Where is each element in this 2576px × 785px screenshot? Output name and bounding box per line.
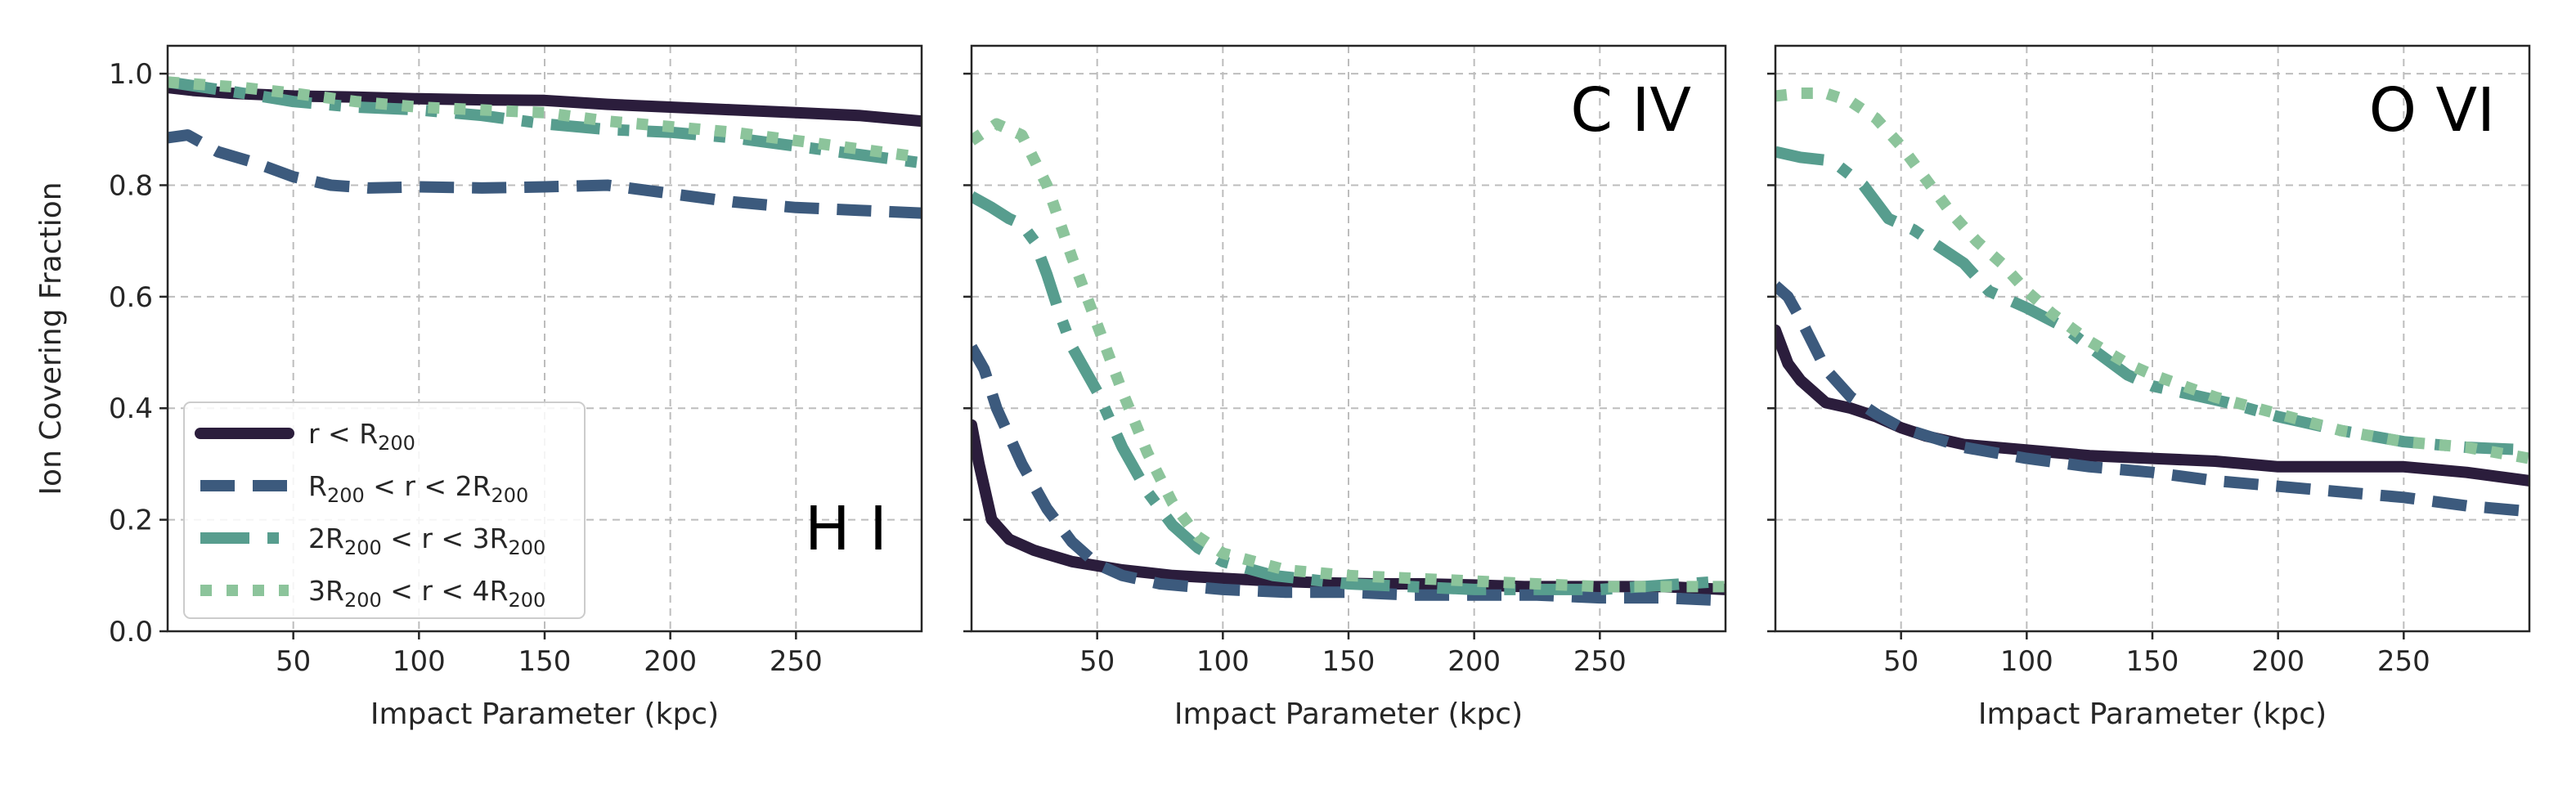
x-tick-label-2: 150: [2126, 645, 2179, 678]
series-line-2: [168, 76, 922, 169]
x-tick-label-4: 250: [2377, 645, 2430, 678]
x-axis-label: Impact Parameter (kpc): [1174, 698, 1523, 731]
series-line-1: [168, 129, 922, 219]
panel-1: 50 100 150 200 250 Impact Parameter (kpc) C IV: [963, 44, 1727, 731]
y-tick-label-4: 0.8: [109, 169, 153, 202]
y-tick-label-0: 0.0: [109, 616, 153, 648]
x-tick-label-1: 100: [2000, 645, 2053, 678]
panel-0: 50 100 150 200 250 0.0 0.2 0.4 0.6 0.8 1.0 Impact P…: [34, 44, 923, 731]
legend-label-1: R200 < r < 2R200: [308, 470, 528, 507]
y-tick-label-2: 0.4: [109, 392, 153, 425]
series-line-3: [972, 118, 1726, 593]
y-tick-label-5: 1.0: [109, 58, 153, 91]
series-group: [1775, 87, 2529, 518]
panel-label: H I: [805, 494, 887, 564]
series-group: [972, 118, 1726, 607]
x-tick-label-3: 200: [644, 645, 697, 678]
x-tick-label-2: 150: [1322, 645, 1376, 678]
x-tick-label-0: 50: [276, 645, 311, 678]
y-tick-label-1: 0.2: [109, 505, 153, 537]
series-line-1: [972, 343, 1726, 607]
x-tick-label-2: 150: [518, 645, 572, 678]
x-tick-label-4: 250: [1573, 645, 1627, 678]
legend-label-3: 3R200 < r < 4R200: [308, 575, 545, 612]
x-tick-label-4: 250: [770, 645, 823, 678]
x-tick-label-1: 100: [393, 645, 446, 678]
panel-label: C IV: [1570, 75, 1691, 146]
legend-label-0: r < R200: [308, 418, 415, 455]
x-tick-label-1: 100: [1196, 645, 1250, 678]
x-tick-label-3: 200: [2251, 645, 2304, 678]
panel-label: O VI: [2369, 75, 2495, 146]
series-group: [168, 76, 922, 219]
series-line-2: [1775, 146, 2529, 456]
legend: r < R200 R200 < r < 2R200 2R200 < r < 3R20…: [183, 401, 586, 619]
y-axis-label: Ion Covering Fraction: [34, 182, 68, 495]
series-line-2: [972, 191, 1726, 595]
series-line-3: [1775, 87, 2529, 464]
x-tick-label-0: 50: [1079, 645, 1115, 678]
x-axis-label: Impact Parameter (kpc): [1978, 698, 2327, 731]
x-axis-label: Impact Parameter (kpc): [370, 698, 719, 731]
legend-label-2: 2R200 < r < 3R200: [308, 523, 545, 559]
panel-2: 50 100 150 200 250 Impact Parameter (kpc) O VI: [1767, 44, 2531, 731]
series-line-3: [168, 76, 922, 164]
x-tick-label-3: 200: [1447, 645, 1501, 678]
y-tick-label-3: 0.6: [109, 281, 153, 314]
x-tick-label-0: 50: [1883, 645, 1919, 678]
series-line-1: [1775, 280, 2529, 518]
legend-frame: [183, 401, 586, 619]
